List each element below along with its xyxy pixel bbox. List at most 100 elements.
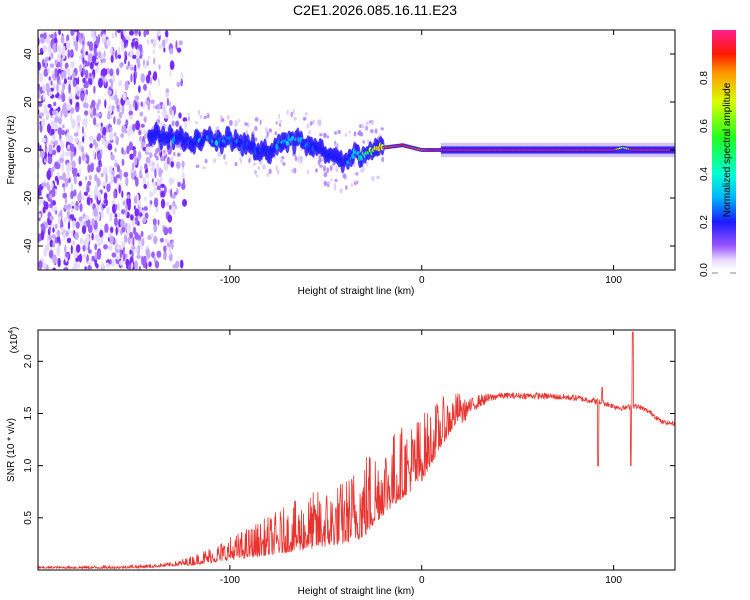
noise-blob [129, 114, 134, 120]
noise-blob [354, 171, 358, 175]
noise-blob [80, 220, 84, 227]
noise-blob [178, 112, 182, 119]
noise-blob [245, 129, 249, 135]
noise-blob [54, 68, 58, 78]
noise-blob [274, 131, 278, 136]
noise-blob [219, 115, 223, 120]
noise-blob [48, 56, 51, 61]
noise-blob [153, 236, 158, 245]
noise-blob [72, 79, 77, 88]
noise-blob [170, 240, 174, 250]
noise-blob [61, 92, 66, 103]
noise-blob [140, 230, 144, 237]
noise-blob [47, 67, 51, 75]
noise-blob [116, 259, 119, 265]
noise-blob [114, 147, 117, 153]
noise-blob [42, 32, 47, 40]
noise-blob [71, 168, 76, 175]
noise-blob [118, 184, 121, 194]
noise-blob [45, 82, 50, 93]
noise-blob [293, 116, 297, 121]
noise-blob [111, 252, 117, 258]
noise-blob [98, 77, 103, 88]
noise-blob [158, 64, 161, 70]
noise-blob [38, 61, 41, 71]
noise-blob [266, 131, 269, 137]
noise-blob [121, 226, 126, 233]
noise-blob [51, 149, 57, 156]
noise-blob [63, 259, 66, 266]
noise-blob [38, 102, 43, 107]
noise-blob [139, 135, 142, 142]
noise-blob [299, 159, 303, 164]
noise-blob [89, 78, 93, 86]
noise-blob [134, 208, 140, 217]
noise-blob [182, 199, 187, 207]
noise-blob [95, 112, 101, 118]
noise-blob [111, 32, 115, 39]
noise-blob [121, 241, 126, 246]
noise-blob [213, 158, 217, 164]
noise-blob [105, 262, 110, 268]
noise-blob [217, 151, 222, 158]
noise-blob [172, 205, 176, 216]
noise-blob [40, 230, 45, 241]
noise-blob [159, 237, 164, 243]
noise-blob [81, 126, 84, 134]
noise-blob [168, 246, 172, 256]
noise-blob [145, 99, 150, 106]
noise-blob [69, 143, 75, 152]
noise-blob [84, 176, 88, 181]
noise-blob [134, 95, 140, 101]
noise-blob [92, 139, 97, 146]
noise-blob [91, 55, 97, 64]
noise-blob [66, 210, 70, 220]
noise-blob [143, 83, 147, 91]
x-tick-label: 100 [605, 575, 622, 586]
noise-blob [132, 236, 135, 247]
noise-blob [371, 175, 375, 182]
noise-blob [62, 82, 66, 91]
noise-blob [282, 162, 286, 166]
noise-blob [103, 166, 108, 176]
noise-blob [164, 201, 170, 207]
noise-blob [118, 79, 122, 87]
noise-blob [137, 150, 142, 161]
noise-blob [366, 162, 369, 167]
noise-blob [94, 122, 100, 128]
noise-blob [194, 121, 198, 125]
noise-blob [134, 176, 139, 187]
noise-blob [158, 178, 163, 186]
y-tick-label: -40 [23, 238, 34, 253]
noise-blob [96, 102, 100, 111]
noise-blob [344, 132, 348, 137]
noise-blob [115, 30, 118, 38]
noise-blob [152, 218, 157, 226]
noise-blob [92, 149, 96, 159]
noise-blob [156, 157, 159, 161]
noise-blob [101, 58, 107, 63]
noise-blob [173, 151, 176, 157]
noise-blob [160, 198, 166, 209]
noise-blob [147, 55, 150, 61]
noise-blob [128, 141, 133, 151]
noise-blob [319, 164, 323, 168]
noise-blob [292, 108, 295, 115]
noise-blob [130, 66, 135, 71]
noise-blob [46, 181, 50, 190]
noise-blob [70, 30, 75, 37]
noise-blob [175, 161, 181, 169]
noise-blob [122, 200, 126, 206]
noise-blob [91, 74, 94, 83]
noise-blob [87, 260, 92, 266]
noise-blob [94, 234, 99, 241]
noise-blob [342, 173, 347, 179]
noise-blob [118, 46, 121, 55]
noise-blob [162, 251, 166, 260]
noise-blob [91, 255, 96, 262]
noise-blob [38, 260, 43, 270]
noise-blob [148, 89, 151, 100]
noise-blob [73, 189, 77, 197]
noise-blob [48, 226, 52, 231]
noise-blob [86, 186, 90, 193]
